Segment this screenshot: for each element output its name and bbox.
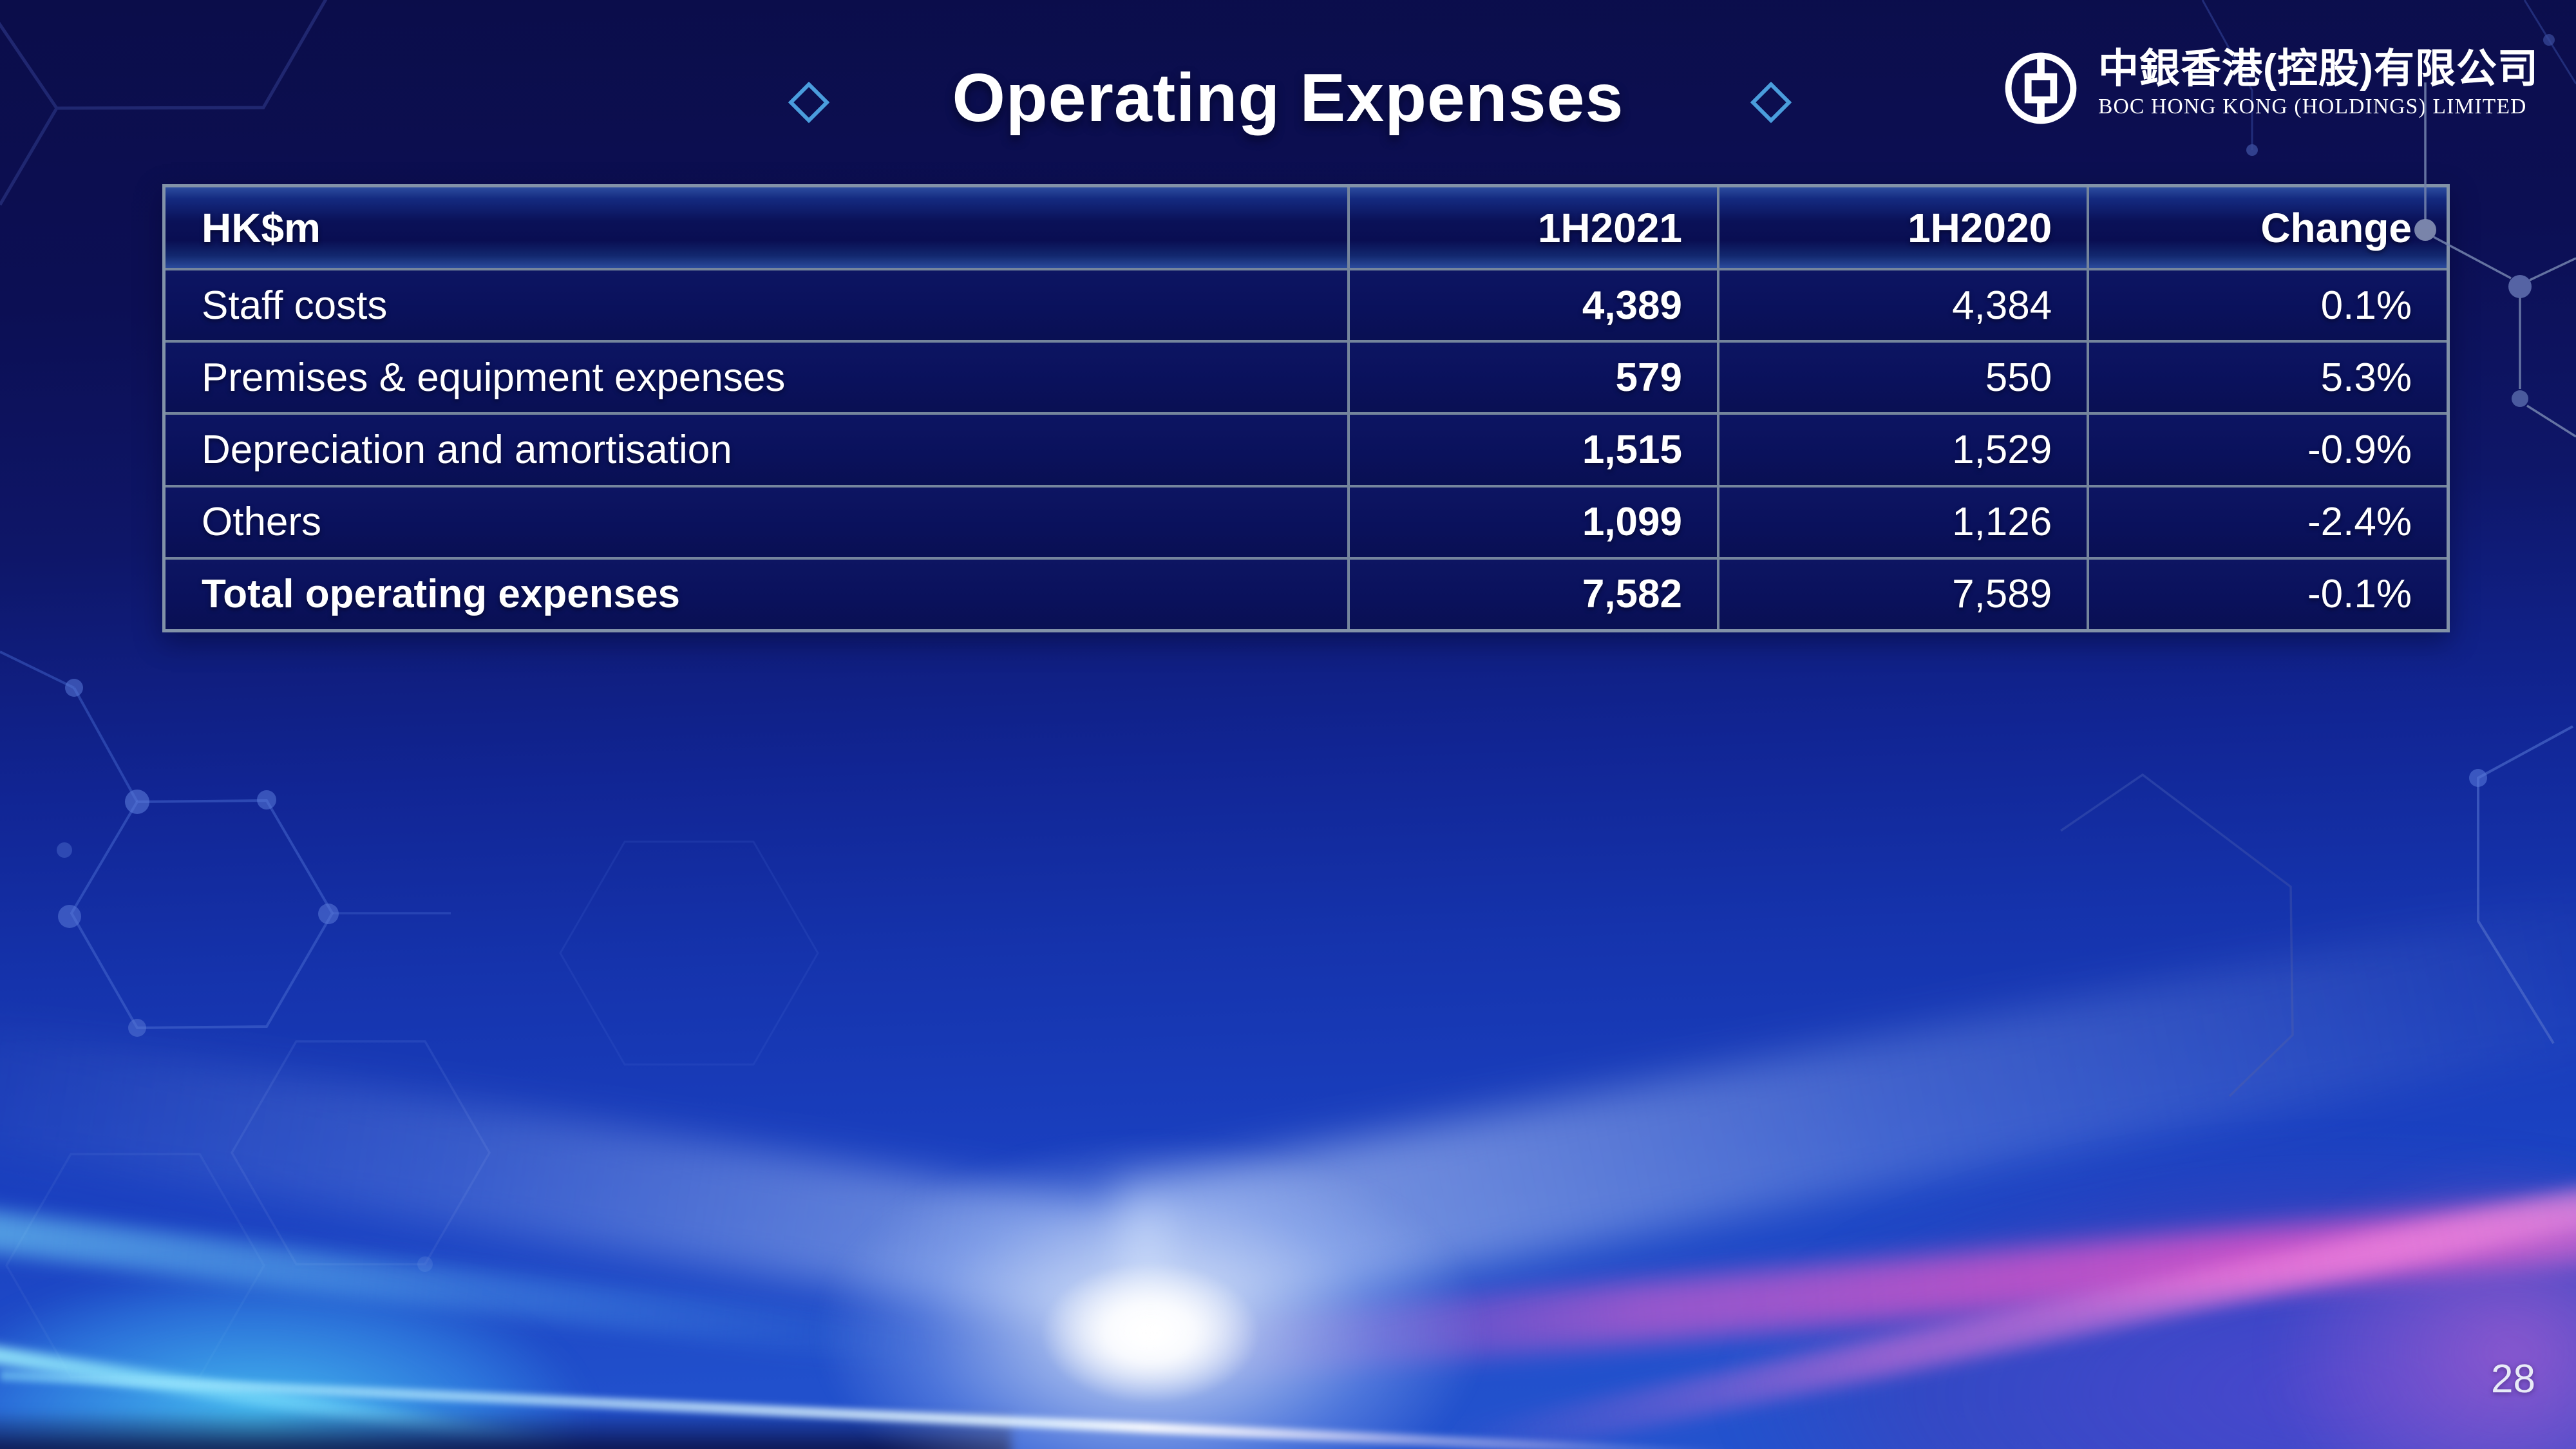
company-name-chinese: 中銀香港(控股)有限公司: [2098, 46, 2539, 91]
light-beam-right: [1113, 889, 2576, 1332]
cell-1h2021: 579: [1349, 343, 1717, 413]
purple-glow-effect: [1417, 934, 2576, 1449]
header-cell-change: Change: [2089, 187, 2447, 268]
bottom-dark-corner: [0, 1410, 1011, 1449]
company-logo: 中銀香港(控股)有限公司 BOC HONG KONG (HOLDINGS) LI…: [2000, 45, 2539, 129]
cell-change: 5.3%: [2089, 343, 2447, 413]
cell-1h2021: 1,515: [1349, 415, 1717, 485]
row-label: Premises & equipment expenses: [166, 343, 1347, 413]
cell-1h2020: 1,126: [1719, 487, 2087, 557]
cell-change: 0.1%: [2089, 270, 2447, 341]
header-cell-unit: HK$m: [166, 187, 1347, 268]
lens-flare-core: [1041, 1262, 1260, 1404]
row-label: Depreciation and amortisation: [166, 415, 1347, 485]
cell-change: -0.1%: [2089, 559, 2447, 629]
page-number: 28: [2491, 1357, 2535, 1401]
cell-1h2021: 1,099: [1349, 487, 1717, 557]
operating-expenses-table: HK$m 1H2021 1H2020 Change Staff costs 4,…: [162, 184, 2450, 632]
cell-1h2020: 4,384: [1719, 270, 2087, 341]
lens-flare-glow: [732, 1088, 1569, 1449]
cyan-light-band: [0, 1206, 942, 1368]
cyan-glow-effect: [0, 1217, 689, 1449]
header-cell-1h2020: 1H2020: [1719, 187, 2087, 268]
boc-logo-icon: [2005, 52, 2077, 124]
company-name-english: BOC HONG KONG (HOLDINGS) LIMITED: [2098, 95, 2527, 118]
cell-1h2021: 4,389: [1349, 270, 1717, 341]
light-beam-left: [0, 1011, 1169, 1336]
company-name: 中銀香港(控股)有限公司 BOC HONG KONG (HOLDINGS) LI…: [2098, 45, 2539, 120]
row-label: Staff costs: [166, 270, 1347, 341]
pink-light-streak: [1175, 1187, 2576, 1383]
cell-1h2020: 1,529: [1719, 415, 2087, 485]
cell-change: -0.9%: [2089, 415, 2447, 485]
row-label: Others: [166, 487, 1347, 557]
cell-change: -2.4%: [2089, 487, 2447, 557]
header-cell-1h2021: 1H2021: [1349, 187, 1717, 268]
page-title: Operating Expenses: [952, 60, 1624, 136]
bottom-light-streak: [0, 1370, 1738, 1449]
cell-1h2020: 550: [1719, 343, 2087, 413]
cell-1h2021: 7,582: [1349, 559, 1717, 629]
cell-1h2020: 7,589: [1719, 559, 2087, 629]
row-label-total: Total operating expenses: [166, 559, 1347, 629]
pink-light-streak-2: [1451, 1168, 2576, 1449]
cyan-light-streak: [0, 1343, 580, 1449]
